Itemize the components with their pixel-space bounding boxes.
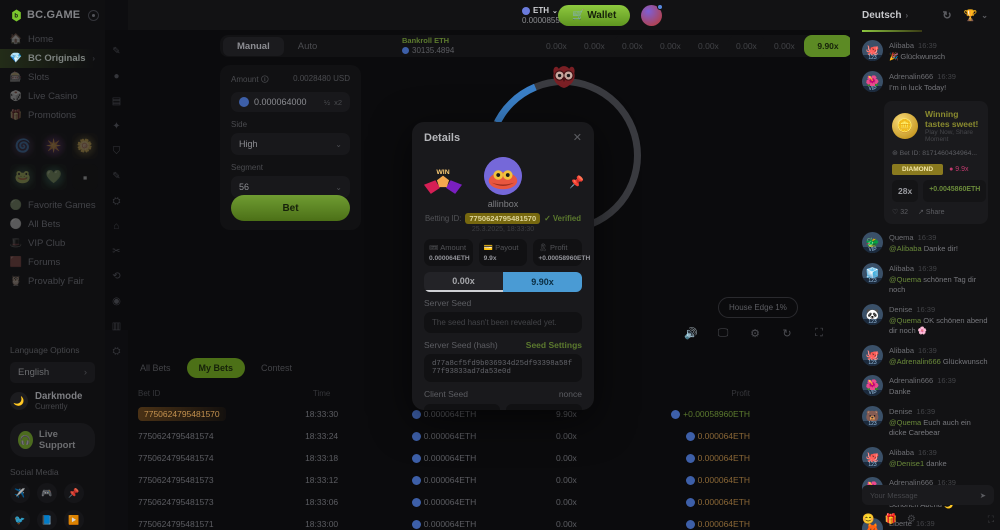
svg-text:b: b: [14, 13, 18, 19]
svg-text:WIN: WIN: [436, 169, 449, 176]
